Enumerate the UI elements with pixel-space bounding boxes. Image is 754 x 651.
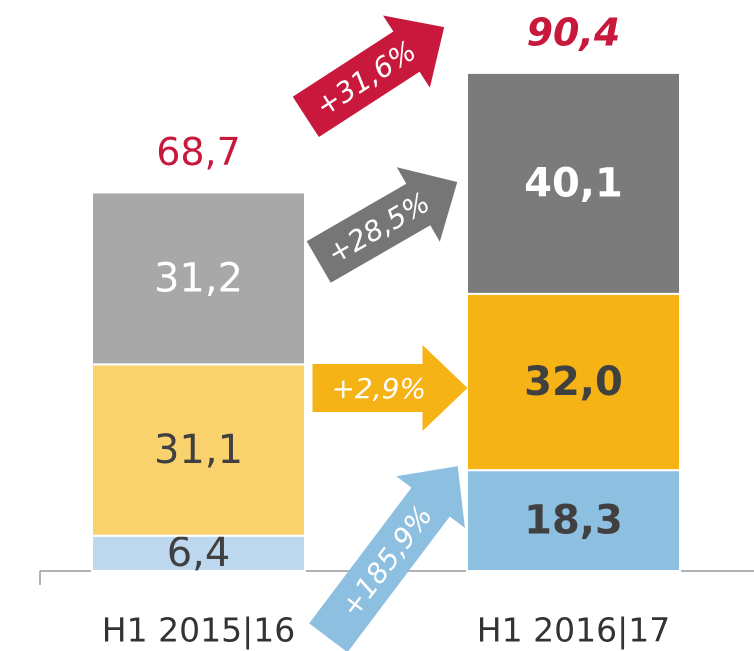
arrow-shape — [306, 167, 458, 283]
x-tick-label: H1 2015|16 — [102, 611, 295, 650]
change-arrow: +185,9% — [309, 466, 465, 651]
bar-segment — [466, 292, 681, 472]
data-label: 31,2 — [154, 255, 243, 301]
bar-segment — [91, 191, 306, 366]
arrow-shape — [309, 466, 465, 651]
bar-segment — [466, 71, 681, 295]
data-label: 32,0 — [524, 359, 623, 405]
data-label: 18,3 — [524, 498, 623, 544]
data-label: 6,4 — [167, 530, 231, 576]
arrow-shape — [292, 15, 445, 138]
data-label: 40,1 — [524, 160, 623, 206]
bar-segment — [466, 469, 681, 572]
change-label: +2,9% — [331, 372, 426, 405]
x-tick-label: H1 2016|17 — [477, 611, 670, 650]
change-arrow: +28,5% — [306, 167, 458, 283]
data-label: 31,1 — [154, 427, 243, 473]
change-label: +185,9% — [334, 499, 439, 623]
arrow-shape — [312, 345, 468, 431]
change-arrow: +31,6% — [292, 15, 445, 138]
bar-segment — [91, 534, 306, 573]
total-label: 90,4 — [527, 10, 621, 54]
total-label: 68,7 — [156, 130, 241, 174]
change-arrow: +2,9% — [312, 345, 468, 431]
